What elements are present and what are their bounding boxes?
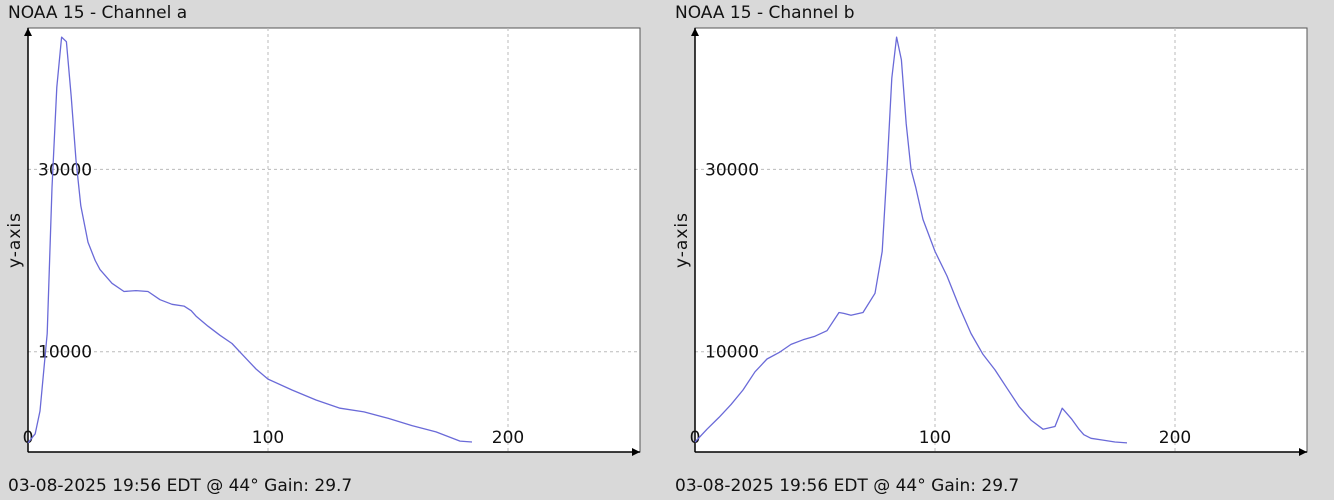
y-axis-label: y-axis: [672, 212, 692, 268]
plot-area: [27, 27, 641, 453]
x-tick-label: 0: [690, 428, 701, 448]
x-tick-label: 100: [919, 428, 951, 448]
x-tick-label: 0: [23, 428, 34, 448]
x-axis-arrow: [632, 448, 640, 456]
y-axis-arrow: [691, 28, 699, 36]
chart-footer: 03-08-2025 19:56 EDT @ 44° Gain: 29.7: [675, 476, 1020, 496]
y-tick-label: 30000: [705, 160, 759, 180]
y-axis-label: y-axis: [5, 212, 25, 268]
y-tick-label: 30000: [38, 160, 92, 180]
chart-title: NOAA 15 - Channel b: [675, 3, 855, 23]
series-line: [27, 36, 473, 444]
chart-panel-channel-b: NOAA 15 - Channel b 0 100 200 10000 30000 y-a…: [667, 0, 1334, 500]
y-axis-arrow: [24, 28, 32, 36]
x-axis-arrow: [1299, 448, 1307, 456]
chart-panel-channel-a: NOAA 15 - Channel a 0 100 200 10000 30000 y-a…: [5, 3, 641, 496]
x-tick-label: 200: [1159, 428, 1191, 448]
chart-title: NOAA 15 - Channel a: [8, 3, 188, 23]
chart-plot: 0 100 200 10000 30000 y-axis: [672, 27, 1308, 456]
y-tick-label: 10000: [38, 343, 92, 363]
chart-plot: 0 100 200 10000 30000 y-axis: [5, 27, 641, 456]
chart-footer: 03-08-2025 19:56 EDT @ 44° Gain: 29.7: [8, 476, 353, 496]
y-tick-label: 10000: [705, 343, 759, 363]
plot-area: [694, 27, 1308, 453]
x-tick-label: 200: [492, 428, 524, 448]
series-line: [694, 36, 1128, 444]
x-tick-label: 100: [252, 428, 284, 448]
